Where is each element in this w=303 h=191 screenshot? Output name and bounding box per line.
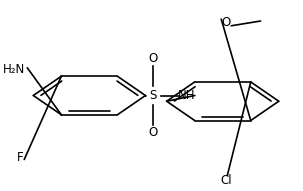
Text: NH: NH — [178, 89, 195, 102]
Text: H₂N: H₂N — [2, 63, 25, 76]
Text: O: O — [221, 16, 230, 29]
Text: O: O — [148, 52, 158, 65]
Text: F: F — [16, 151, 23, 164]
Text: S: S — [149, 89, 157, 102]
Text: Cl: Cl — [220, 174, 231, 187]
Text: O: O — [148, 126, 158, 139]
